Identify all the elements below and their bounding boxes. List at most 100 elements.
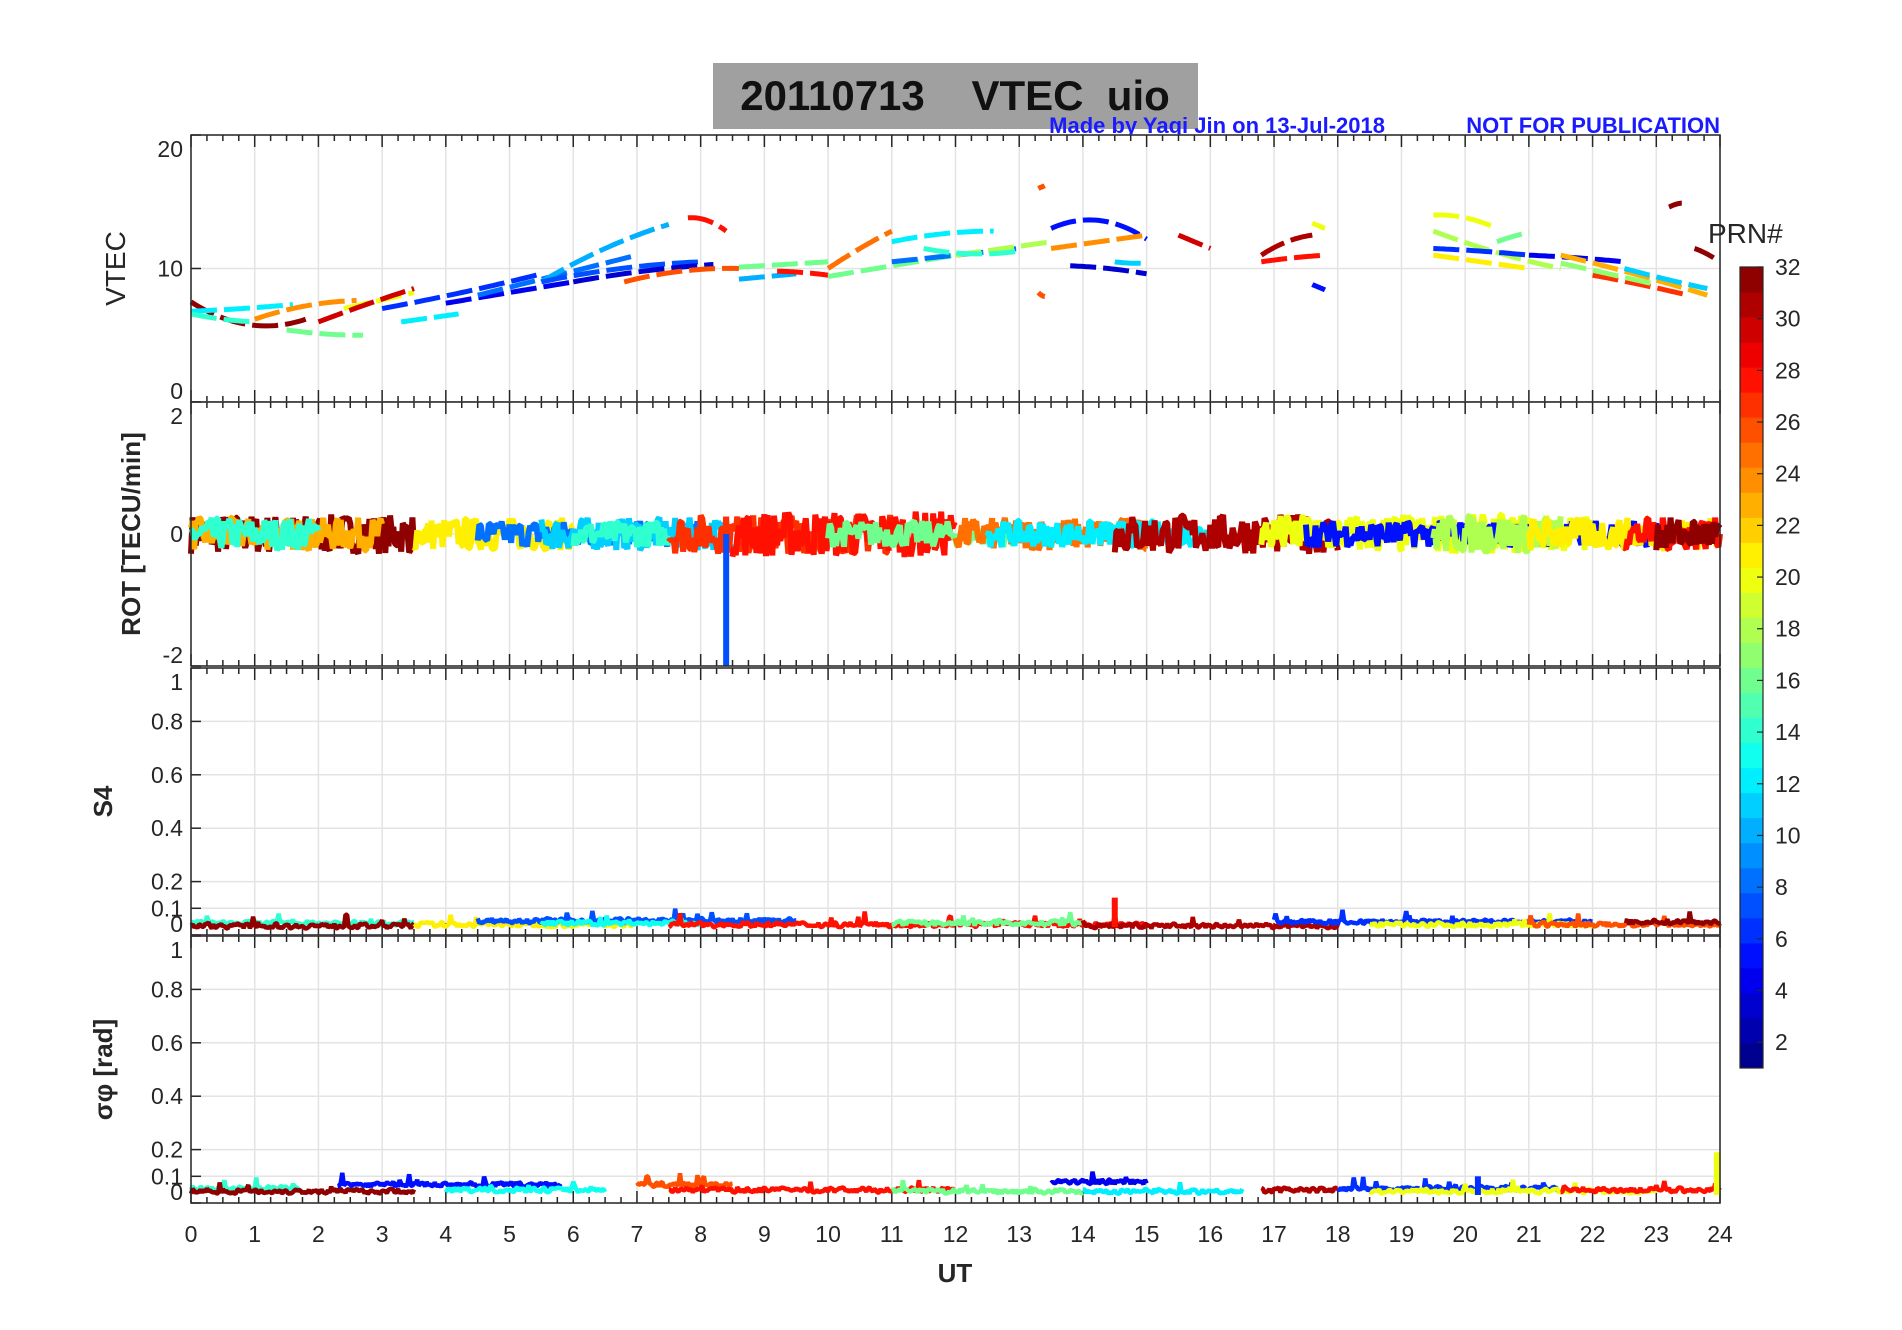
colorbar-swatch-19	[1740, 592, 1763, 618]
colorbar-frame	[1739, 266, 1764, 1069]
s4-trace-prn-32	[1623, 911, 1722, 927]
vtec-trace-prn-30	[317, 286, 415, 325]
colorbar-tick-label: 10	[1775, 822, 1801, 848]
vtec-trace-prn-28	[777, 268, 829, 278]
y-tick-label: 0.2	[151, 1137, 183, 1163]
colorbar-swatch-25	[1740, 442, 1763, 468]
vtec-trace-prn-17	[1560, 260, 1657, 287]
colorbar-tick-label: 26	[1775, 409, 1801, 435]
y-tick-label: 0.4	[151, 1083, 183, 1109]
axes-frame	[190, 401, 1721, 667]
x-tick-label: 7	[631, 1221, 644, 1247]
sigma-trace-prn-12	[1082, 1181, 1245, 1196]
x-tick-label: 23	[1643, 1221, 1669, 1247]
colorbar-swatch-11	[1740, 792, 1763, 819]
panel-s4: 00.10.2 0.4 0.6 0.8 1 S4	[88, 667, 1723, 937]
rot-trace-prn-18	[1430, 512, 1564, 555]
vtec-trace-prn-24	[1050, 232, 1147, 251]
y-tick-label: 1	[170, 937, 183, 963]
x-tick-label: 17	[1261, 1221, 1287, 1247]
colorbar-swatch-9	[1740, 842, 1763, 869]
colorbar-swatch-15	[1740, 692, 1763, 719]
vtec-trace-prn-6	[381, 271, 543, 312]
vtec-trace-prn-21	[1432, 252, 1530, 271]
vtec-trace-prn-26	[623, 265, 739, 285]
colorbar-tick-label: 12	[1775, 771, 1801, 797]
sigma-trace-prn-16	[890, 1179, 1084, 1196]
y-tick-label: 0	[170, 1179, 183, 1205]
vtec-trace-prn-3	[1070, 263, 1147, 277]
vtec-trace-prn-14	[923, 246, 1020, 257]
panel-sigma: 00.10.2 0.4 0.6 0.8 1 σφ [rad]	[88, 935, 1722, 1205]
x-tick-label: 19	[1389, 1221, 1415, 1247]
s4-trace-prn-16	[891, 911, 1085, 928]
colorbar-swatch-3	[1740, 992, 1763, 1019]
vtec-trace-prn-5	[1311, 282, 1327, 293]
vtec-trace-prn-16	[738, 259, 829, 270]
colorbar-swatch-26	[1740, 417, 1763, 443]
vtec-trace-prn-5	[1050, 217, 1148, 242]
y-tick-label: 0	[170, 378, 183, 404]
x-tick-label: 4	[439, 1221, 452, 1247]
sigma-trace-prn-26	[635, 1173, 733, 1190]
colorbar-swatch-17	[1740, 642, 1763, 668]
vtec-trace-prn-31	[1259, 232, 1313, 258]
colorbar-swatch-29	[1740, 342, 1763, 368]
x-tick-label: 16	[1198, 1221, 1224, 1247]
vtec-trace-prn-11	[1623, 266, 1708, 291]
sigma-trace-prn-6	[1336, 1176, 1562, 1194]
colorbar-tick-label: 30	[1775, 306, 1801, 332]
x-tick-label: 10	[815, 1221, 841, 1247]
colorbar-swatch-12	[1740, 767, 1763, 794]
sigma-trace-prn-13	[443, 1180, 608, 1195]
y-tick-label: 0	[170, 521, 183, 547]
colorbar-tick-label: 4	[1775, 977, 1788, 1003]
rot-trace-prn-14	[570, 519, 672, 548]
colorbar-tick-label: 32	[1775, 254, 1801, 280]
x-tick-label: 20	[1452, 1221, 1478, 1247]
vtec-trace-prn-16	[286, 327, 364, 338]
x-tick-label: 6	[567, 1221, 580, 1247]
vtec-trace-prn-4	[445, 279, 574, 306]
y-tick-label: 0.1	[151, 895, 183, 921]
colorbar-tick-label: 14	[1775, 719, 1801, 745]
colorbar-swatch-31	[1740, 292, 1763, 318]
vtec-trace-prn-10	[738, 271, 797, 282]
y-axis-label: σφ [rad]	[88, 1019, 118, 1120]
colorbar-swatch-27	[1740, 392, 1763, 418]
y-axis-label: S4	[88, 785, 118, 817]
sigma-trace-prn-31	[1260, 1185, 1339, 1195]
vtec-trace-prn-20	[1311, 220, 1326, 231]
colorbar-swatch-4	[1740, 967, 1763, 994]
colorbar-swatch-18	[1740, 617, 1763, 643]
vtec-trace-prn-28	[1260, 252, 1326, 265]
vtec-trace-prn-28	[687, 215, 728, 234]
rot-trace-prn-32	[1653, 517, 1723, 551]
vtec-trace-prn-6	[1433, 246, 1530, 258]
colorbar-tick-label: 6	[1775, 926, 1788, 952]
s4-trace-prn-26	[1526, 913, 1723, 929]
sigma-trace-prn-28	[1560, 1180, 1722, 1195]
colorbar-swatch-28	[1740, 367, 1763, 393]
data-series	[188, 1152, 1722, 1197]
y-tick-label: 20	[157, 136, 183, 162]
x-axis-label: UT	[938, 1258, 973, 1288]
y-tick-label: 0	[170, 911, 183, 937]
sigma-trace-prn-32	[188, 1182, 417, 1197]
y-tick-label: 0.6	[151, 1030, 183, 1056]
panel-rot: -2 0 2 ROT [TECU/min]	[116, 401, 1723, 668]
colorbar-swatch-14	[1740, 717, 1763, 744]
colorbar-swatch-30	[1740, 317, 1763, 343]
vtec-trace-prn-14	[190, 311, 255, 325]
x-tick-label: 21	[1516, 1221, 1542, 1247]
x-tick-label: 22	[1580, 1221, 1606, 1247]
colorbar-tick-label: 28	[1775, 357, 1801, 383]
y-tick-label: 0.4	[151, 815, 183, 841]
y-tick-label: 0.1	[151, 1163, 183, 1189]
vtec-trace-prn-32	[1668, 200, 1682, 210]
vtec-trace-prn-25	[826, 228, 893, 271]
y-tick-label: 10	[157, 256, 183, 282]
colorbar-swatch-20	[1740, 567, 1763, 593]
colorbar-swatch-1	[1740, 1042, 1763, 1069]
